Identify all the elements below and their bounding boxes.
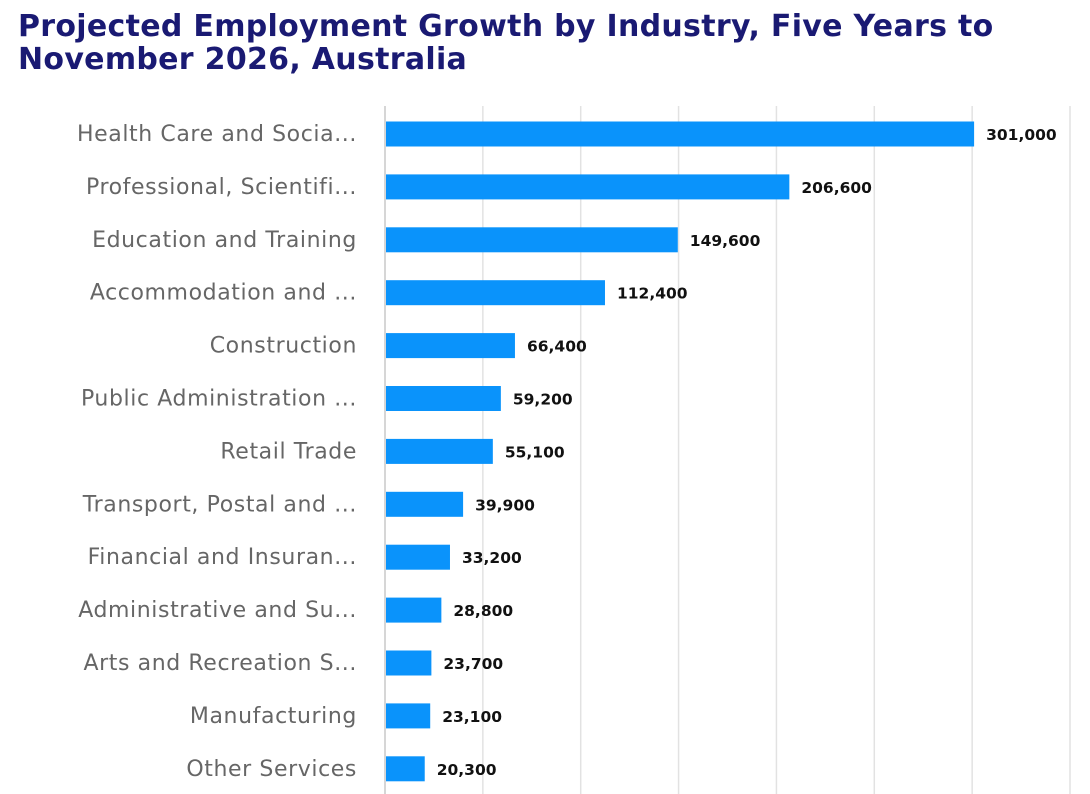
bar[interactable]	[386, 650, 432, 676]
value-label: 33,200	[462, 549, 522, 567]
bar[interactable]	[386, 703, 431, 729]
value-labels: 301,000 206,600 149,600 112,400 66,400 59,200…	[437, 126, 1057, 779]
value-label: 23,100	[442, 708, 502, 726]
value-label: 23,700	[443, 655, 503, 673]
value-label: 301,000	[986, 126, 1057, 144]
value-label: 55,100	[505, 443, 565, 461]
category-label: Other Services	[186, 757, 357, 782]
category-label: Retail Trade	[220, 439, 357, 464]
category-label: Arts and Recreation S...	[83, 651, 357, 676]
value-label: 149,600	[690, 232, 761, 250]
value-label: 112,400	[617, 285, 688, 303]
category-label: Education and Training	[92, 228, 357, 253]
bar[interactable]	[386, 280, 605, 306]
bar[interactable]	[386, 386, 501, 411]
bar[interactable]	[386, 333, 515, 359]
category-label: Accommodation and ...	[90, 281, 357, 306]
value-label: 59,200	[513, 391, 573, 409]
category-label: Financial and Insuran...	[88, 545, 357, 570]
value-label: 20,300	[437, 761, 497, 779]
bars	[386, 121, 975, 782]
bar[interactable]	[386, 121, 975, 147]
bar[interactable]	[386, 544, 450, 570]
value-label: 28,800	[453, 602, 513, 620]
bar[interactable]	[386, 174, 790, 200]
bar[interactable]	[386, 597, 442, 623]
bar[interactable]	[386, 227, 678, 253]
value-label: 206,600	[801, 179, 872, 197]
chart-title: Projected Employment Growth by Industry,…	[18, 9, 994, 77]
category-label: Transport, Postal and ...	[82, 492, 357, 517]
category-label: Manufacturing	[190, 704, 357, 729]
category-label: Public Administration ...	[81, 387, 357, 412]
category-label: Administrative and Su...	[78, 598, 357, 623]
bar[interactable]	[386, 491, 464, 517]
value-label: 39,900	[475, 496, 535, 514]
bar[interactable]	[386, 438, 493, 464]
category-label: Professional, Scientifi...	[86, 175, 357, 200]
gridlines	[384, 106, 1071, 794]
category-label: Health Care and Socia...	[77, 122, 357, 147]
category-label: Construction	[210, 334, 357, 359]
bar[interactable]	[386, 756, 425, 782]
value-label: 66,400	[527, 338, 587, 356]
category-labels: Health Care and Socia... Professional, Sc…	[77, 122, 357, 782]
